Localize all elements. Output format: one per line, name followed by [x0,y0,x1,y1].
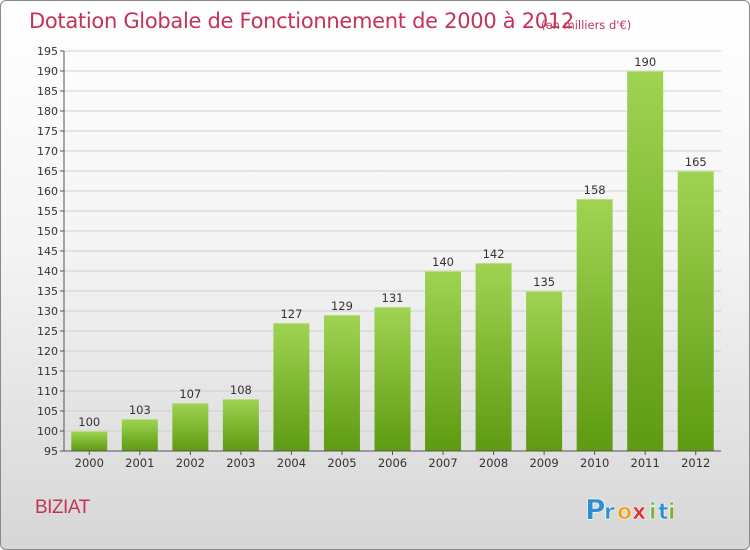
logo-letter: i [649,500,657,525]
y-tick-label: 120 [37,345,58,358]
bar-2010 [576,199,613,451]
data-label: 142 [483,247,505,261]
data-label: 131 [382,291,404,305]
y-tick-label: 105 [37,405,58,418]
y-tick-label: 140 [37,265,58,278]
data-label: 108 [230,383,252,397]
logo-letter: r [604,500,615,525]
y-tick-label: 135 [37,285,58,298]
bar-2004 [273,323,310,451]
y-tick-label: 115 [37,365,58,378]
bar-2003 [222,399,259,451]
y-tick-label: 170 [37,145,58,158]
y-tick-label: 175 [37,125,58,138]
y-tick-label: 180 [37,105,58,118]
logo-letter: t [658,500,669,525]
bar-2002 [172,403,209,451]
y-tick-label: 160 [37,185,58,198]
y-tick-label: 95 [44,445,58,458]
data-label: 103 [129,403,151,417]
x-tick-label: 2005 [327,456,356,470]
x-tick-label: 2010 [580,456,609,470]
data-label: 190 [634,55,656,69]
y-tick-label: 195 [37,45,58,58]
bar-2001 [121,419,158,451]
bars [71,71,714,451]
y-tick-label: 165 [37,165,58,178]
x-tick-label: 2007 [428,456,457,470]
x-tick-label: 2011 [631,456,660,470]
x-tick-label: 2001 [125,456,154,470]
x-tick-label: 2006 [378,456,407,470]
logo-letter: P [585,493,606,526]
bar-2011 [627,71,664,451]
data-label: 129 [331,299,353,313]
x-tick-label: 2012 [681,456,710,470]
data-label: 107 [179,387,201,401]
logo-letter: x [632,500,646,525]
y-tick-label: 190 [37,65,58,78]
data-label: 165 [685,155,707,169]
proxiti-logo: Pr o x i t i [585,493,676,527]
title-row: Dotation Globale de Fonctionnement de 20… [1,9,749,39]
y-tick-label: 150 [37,225,58,238]
x-tick-label: 2008 [479,456,508,470]
bar-2012 [677,171,714,451]
data-label: 140 [432,255,454,269]
logo-letter: o [617,500,632,525]
y-tick-label: 110 [37,385,58,398]
data-label: 135 [533,275,555,289]
x-tick-label: 2009 [529,456,558,470]
data-labels: 100 103 107 108 127 129 131 140 142 135 158 190 165 [78,55,706,429]
y-tick-label: 125 [37,325,58,338]
x-tick-label: 2003 [226,456,255,470]
bar-2006 [374,307,411,451]
chart-unit-label: (en milliers d'€) [541,18,632,32]
logo-letter: i [668,500,676,525]
x-axis-ticks: 2000 2001 2002 2003 2004 2005 2006 2007 2008 2009… [75,451,710,470]
x-tick-label: 2004 [277,456,306,470]
y-tick-label: 100 [37,425,58,438]
y-tick-label: 145 [37,245,58,258]
data-label: 127 [280,307,302,321]
axes [63,51,721,452]
x-tick-label: 2002 [176,456,205,470]
bar-2009 [526,291,563,451]
x-tick-label: 2000 [75,456,104,470]
bar-2005 [323,315,360,451]
bar-2007 [425,271,462,451]
bar-2000 [71,431,108,451]
data-label: 158 [584,183,606,197]
y-axis-ticks: 95 100 105 110 115 120 125 130 135 140 145 150 155 16… [37,45,64,458]
y-tick-label: 130 [37,305,58,318]
commune-name: BIZIAT [35,497,90,518]
chart-title: Dotation Globale de Fonctionnement de 20… [29,9,574,33]
y-tick-label: 185 [37,85,58,98]
y-tick-label: 155 [37,205,58,218]
data-label: 100 [78,415,100,429]
bar-2008 [475,263,512,451]
